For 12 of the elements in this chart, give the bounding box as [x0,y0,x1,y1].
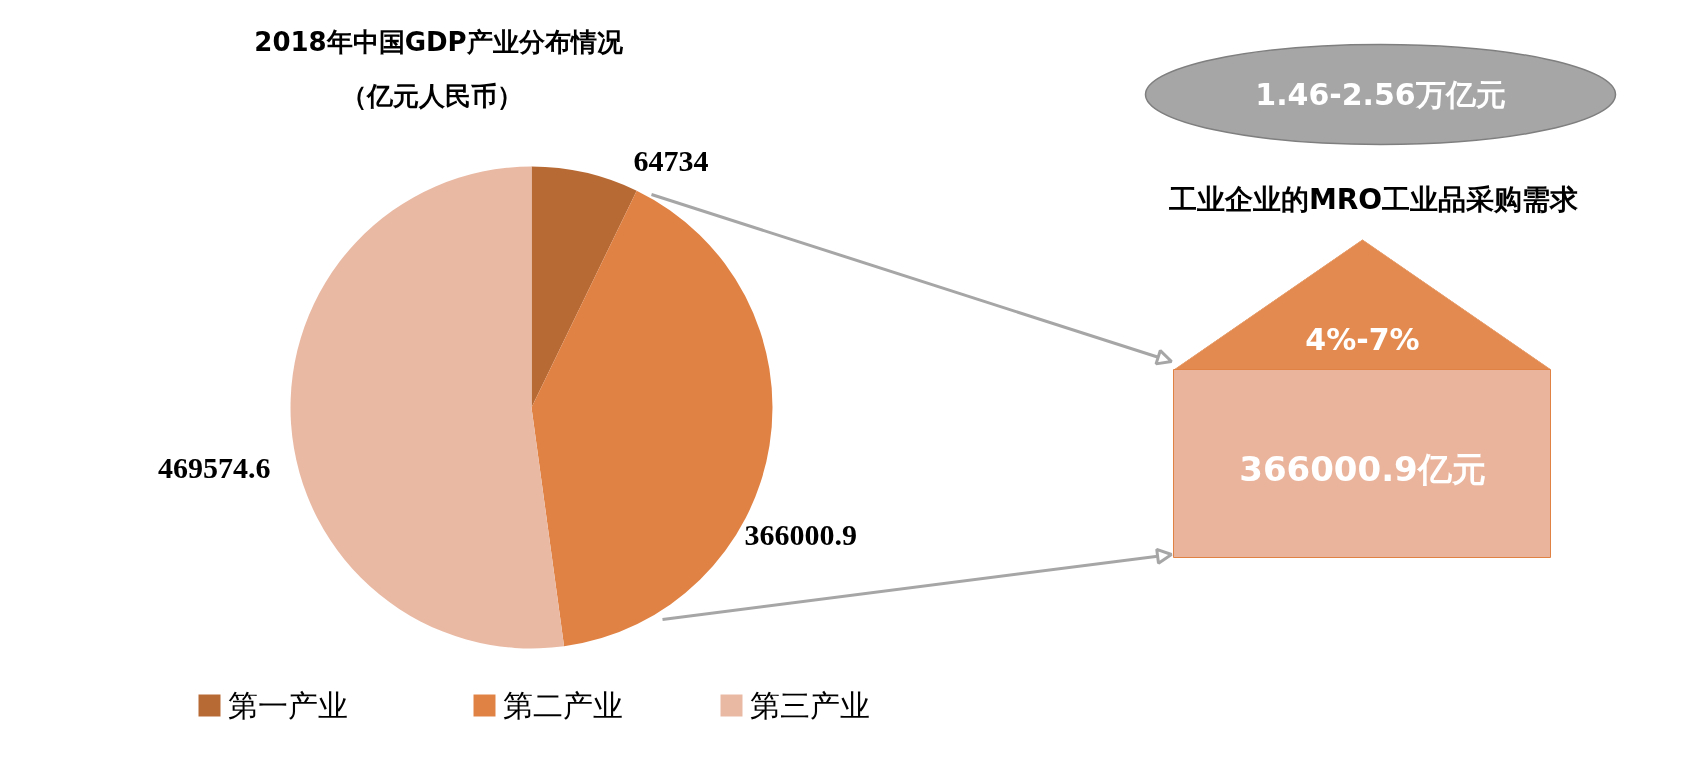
text: 工业企业的MRO工业品采购需求 [1167,183,1579,216]
data-label: 469574.6 [158,451,271,484]
legend-label: 第二产业 [502,688,623,723]
text: 1.46-2.56万亿元 [1255,77,1506,112]
data-label: 64734 [633,144,709,177]
chart-subtitle: （亿元人民币） [340,80,523,111]
data-label: 366000.9 [744,518,857,551]
text: 4%-7% [1305,322,1420,357]
legend-label: 第一产业 [227,688,348,723]
legend-label: 第三产业 [749,688,870,723]
text: 366000.9亿元 [1239,448,1486,489]
chart-title: 2018年中国GDP产业分布情况 [254,26,624,57]
